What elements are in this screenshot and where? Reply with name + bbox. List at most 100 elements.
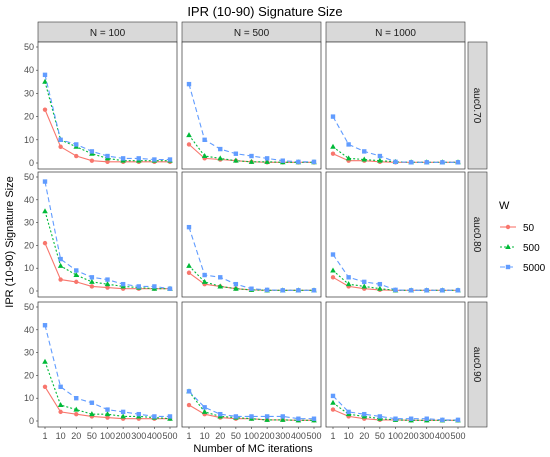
- data-point-w500: [279, 416, 286, 422]
- data-point-w5000: [296, 288, 301, 293]
- data-point-w500: [377, 157, 383, 163]
- data-point-w5000: [393, 416, 398, 421]
- data-point-w500: [345, 281, 352, 287]
- data-point-w500: [201, 278, 208, 284]
- x-tick-label: 400: [147, 431, 162, 441]
- facet-panel: [37, 301, 178, 428]
- data-point-w5000: [120, 156, 126, 161]
- data-point-w5000: [167, 286, 173, 291]
- data-point-w50: [89, 284, 95, 289]
- data-point-w5000: [264, 156, 270, 161]
- data-point-w50: [105, 159, 110, 165]
- facet-panel: [37, 41, 178, 170]
- y-tick-label: 50: [24, 172, 34, 182]
- data-point-w50: [58, 409, 63, 415]
- legend-marker-w500: [505, 244, 511, 249]
- data-point-w500: [361, 156, 368, 162]
- row-strip: [467, 171, 488, 298]
- y-tick-label: 0: [29, 286, 34, 296]
- data-point-w500: [264, 416, 270, 422]
- legend-label: 50: [523, 223, 535, 234]
- series-line-w500: [44, 81, 170, 162]
- data-point-w50: [186, 402, 192, 408]
- data-point-w5000: [440, 417, 445, 423]
- data-point-w50: [42, 240, 48, 246]
- data-point-w500: [186, 132, 192, 138]
- x-tick-label: 500: [306, 431, 321, 441]
- x-tick-label: 1: [42, 431, 47, 441]
- data-point-w5000: [186, 389, 192, 394]
- data-point-w50: [330, 275, 336, 280]
- y-tick-label: 20: [24, 240, 34, 250]
- data-point-w5000: [330, 114, 336, 119]
- data-point-w50: [330, 407, 336, 412]
- row-strip-label: auc0.80: [471, 217, 482, 253]
- data-point-w500: [361, 283, 368, 289]
- x-tick-label: 500: [450, 431, 465, 441]
- data-point-w50: [42, 384, 48, 389]
- y-tick-label: 50: [24, 42, 34, 52]
- data-point-w50: [74, 153, 79, 159]
- row-strip-label: auc0.70: [471, 88, 482, 124]
- data-point-w5000: [58, 256, 63, 262]
- data-point-w5000: [424, 160, 429, 165]
- x-tick-label: 100: [100, 431, 115, 441]
- data-point-w5000: [58, 137, 63, 142]
- data-point-w5000: [330, 393, 336, 399]
- y-tick-label: 30: [24, 218, 34, 228]
- data-point-w5000: [311, 416, 317, 421]
- facet-panel: [181, 41, 322, 170]
- series-line-w5000: [332, 395, 458, 421]
- y-tick-label: 30: [24, 88, 34, 98]
- facet-panel: [37, 171, 178, 298]
- data-point-w5000: [264, 414, 270, 419]
- column-strip-label: N = 100: [90, 28, 126, 39]
- data-point-w5000: [152, 414, 157, 419]
- data-point-w5000: [362, 279, 367, 285]
- y-tick-label: 40: [24, 65, 34, 75]
- data-point-w5000: [233, 414, 239, 419]
- data-point-w5000: [377, 153, 383, 159]
- facet-panel: [181, 301, 322, 428]
- x-tick-label: 50: [375, 431, 385, 441]
- data-point-w500: [264, 158, 270, 164]
- data-point-w50: [58, 144, 63, 149]
- data-point-w500: [89, 411, 95, 417]
- legend-label: 500: [523, 243, 540, 254]
- data-point-w5000: [120, 281, 126, 287]
- data-point-w50: [74, 411, 79, 417]
- x-tick-label: 20: [71, 431, 81, 441]
- legend-title: W: [499, 200, 510, 212]
- x-tick-label: 10: [200, 431, 210, 441]
- data-point-w5000: [455, 288, 461, 293]
- y-tick-label: 40: [24, 195, 34, 205]
- x-tick-label: 10: [56, 431, 66, 441]
- data-point-w5000: [89, 275, 95, 280]
- y-tick-label: 20: [24, 112, 34, 122]
- data-point-w50: [89, 158, 95, 163]
- data-point-w5000: [89, 400, 95, 405]
- legend-marker-w5000: [505, 264, 511, 270]
- data-point-w5000: [152, 157, 157, 162]
- data-point-w500: [42, 208, 48, 214]
- data-point-w5000: [167, 414, 173, 419]
- data-point-w5000: [296, 416, 301, 421]
- data-point-w5000: [42, 179, 48, 184]
- data-point-w5000: [105, 407, 110, 412]
- data-point-w500: [186, 262, 192, 268]
- x-tick-label: 300: [419, 431, 434, 441]
- data-point-w5000: [218, 275, 223, 280]
- data-point-w500: [89, 278, 95, 284]
- data-point-w5000: [74, 142, 79, 147]
- data-point-w5000: [455, 160, 461, 165]
- x-tick-label: 100: [388, 431, 403, 441]
- data-point-w500: [217, 283, 224, 289]
- y-tick-label: 50: [24, 302, 34, 312]
- data-point-w500: [233, 157, 239, 163]
- data-point-w5000: [202, 137, 207, 142]
- data-point-w50: [105, 415, 110, 420]
- x-tick-label: 20: [215, 431, 225, 441]
- data-point-w50: [105, 285, 110, 290]
- facet-panel: [325, 171, 466, 298]
- y-tick-label: 10: [24, 135, 34, 145]
